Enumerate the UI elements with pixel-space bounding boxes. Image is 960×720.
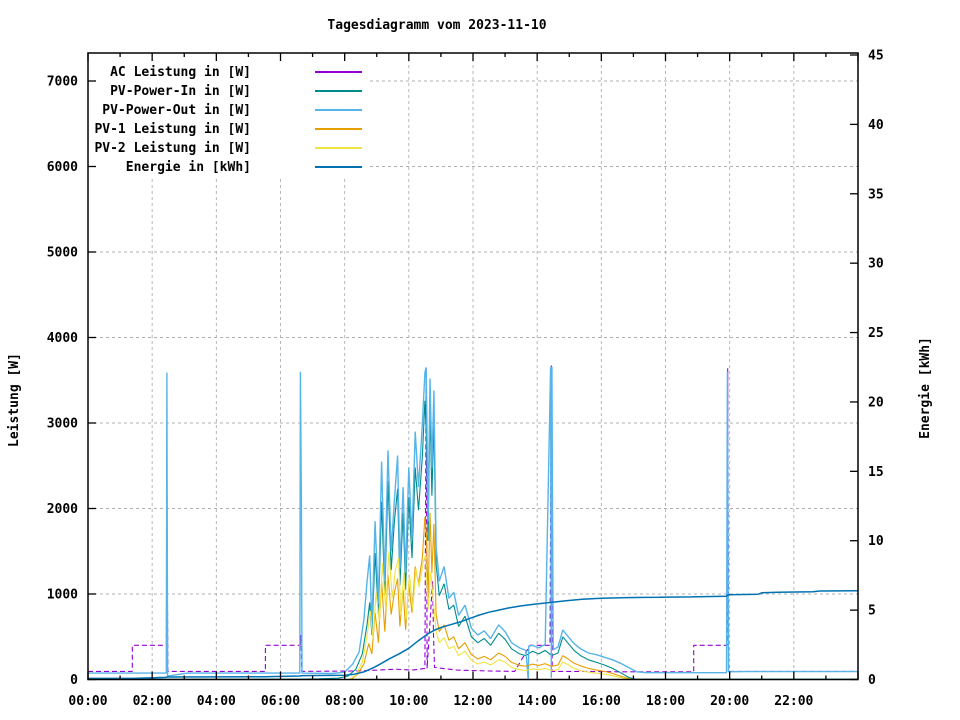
x-tick-label: 14:00: [518, 694, 557, 709]
x-tick-label: 04:00: [197, 694, 236, 709]
y-axis-label-right: Energie [kWh]: [918, 337, 933, 439]
grid: [88, 53, 858, 680]
legend-item-pv-power-in: PV-Power-In in [W]: [110, 84, 362, 99]
series-line-ac-leistung: [88, 363, 858, 673]
legend: AC Leistung in [W] PV-Power-In in [W] PV-P…: [92, 59, 368, 177]
y-right-tick-label: 25: [868, 326, 884, 341]
y-left-tick-label: 4000: [47, 331, 78, 346]
series-line-pv-power-out: [88, 366, 858, 680]
legend-label: Energie in [kWh]: [126, 160, 251, 175]
legend-label: PV-Power-Out in [W]: [102, 103, 251, 118]
y-left-tick-label: 5000: [47, 246, 78, 261]
y-right-tick-label: 0: [868, 673, 876, 688]
legend-item-energie: Energie in [kWh]: [126, 160, 362, 175]
x-tick-label: 22:00: [774, 694, 813, 709]
x-tick-label: 12:00: [453, 694, 492, 709]
x-tick-label: 06:00: [261, 694, 300, 709]
y-left-tick-label: 0: [70, 673, 78, 688]
legend-item-pv-1-leistung: PV-1 Leistung in [W]: [94, 122, 362, 137]
legend-item-pv-2-leistung: PV-2 Leistung in [W]: [94, 141, 362, 156]
legend-label: PV-Power-In in [W]: [110, 84, 251, 99]
y-right-tick-label: 35: [868, 187, 884, 202]
x-tick-label: 08:00: [325, 694, 364, 709]
legend-label: PV-1 Leistung in [W]: [94, 122, 251, 137]
axes: 00:00 02:00 04:00 06:00 08:00 10:00 12:00 14:00…: [47, 49, 884, 710]
x-tick-label: 20:00: [710, 694, 749, 709]
x-tick-label: 16:00: [582, 694, 621, 709]
y-right-tick-label: 30: [868, 257, 884, 272]
y-right-tick-label: 45: [868, 49, 884, 64]
y-left-tick-label: 3000: [47, 417, 78, 432]
x-tick-label: 00:00: [68, 694, 107, 709]
y-axis-label-left: Leistung [W]: [7, 353, 22, 447]
y-left-tick-label: 1000: [47, 588, 78, 603]
legend-label: AC Leistung in [W]: [110, 65, 251, 80]
x-tick-label: 02:00: [133, 694, 172, 709]
y-right-tick-label: 15: [868, 465, 884, 480]
legend-item-pv-power-out: PV-Power-Out in [W]: [102, 103, 362, 118]
y-right-tick-label: 40: [868, 118, 884, 133]
series-line-pv-2-leistung: [88, 551, 858, 681]
y-right-tick-label: 20: [868, 395, 884, 410]
y-left-tick-label: 2000: [47, 502, 78, 517]
y-right-tick-label: 10: [868, 534, 884, 549]
legend-item-ac-leistung: AC Leistung in [W]: [110, 65, 362, 80]
y-left-tick-label: 6000: [47, 160, 78, 175]
chart-title: Tagesdiagramm vom 2023-11-10: [327, 18, 547, 33]
x-tick-label: 10:00: [389, 694, 428, 709]
y-right-tick-label: 5: [868, 604, 876, 619]
y-left-tick-label: 7000: [47, 75, 78, 90]
legend-label: PV-2 Leistung in [W]: [94, 141, 251, 156]
x-tick-label: 18:00: [646, 694, 685, 709]
legend-background: [92, 59, 368, 177]
